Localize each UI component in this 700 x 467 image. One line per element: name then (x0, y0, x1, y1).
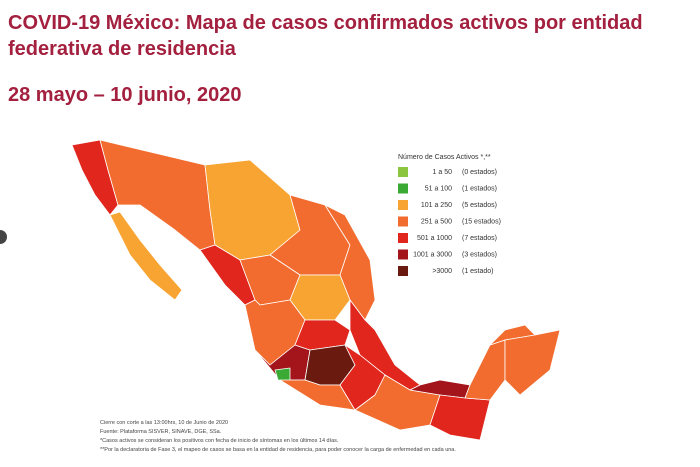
legend-swatch (398, 183, 408, 194)
legend-count: (7 estados) (462, 235, 497, 242)
legend-count: (0 estados) (462, 169, 497, 176)
legend-swatch (398, 200, 408, 210)
legend-swatch (398, 216, 408, 227)
legend-swatch (398, 249, 408, 260)
title: COVID-19 México: Mapa de casos confirmad… (8, 12, 643, 60)
legend: Número de Casos Activos *,** 1 a 50 (0 es… (398, 154, 501, 276)
legend-range: 251 a 500 (421, 218, 452, 225)
legend-count: (3 estados) (462, 251, 497, 258)
legend-range: 501 a 1000 (417, 235, 452, 242)
footnote: Fuente: Plataforma SISVER, SINAVE, DGE, … (100, 429, 222, 435)
legend-title: Número de Casos Activos *,** (398, 154, 491, 161)
legend-count: (15 estados) (462, 218, 501, 225)
footnote: *Casos activos se consideran los positiv… (100, 438, 339, 444)
nav-handle[interactable] (0, 230, 7, 244)
footnotes: Cierre con corte a las 13:00hrs, 10 de J… (100, 420, 456, 453)
legend-range: 1001 a 3000 (413, 251, 452, 258)
legend-range: >3000 (432, 268, 452, 275)
legend-range: 101 a 250 (421, 202, 452, 209)
legend-swatch (398, 266, 408, 276)
map (71, 139, 561, 441)
legend-swatch (398, 167, 408, 177)
legend-count: (1 estado) (462, 268, 494, 275)
legend-range: 1 a 50 (433, 169, 453, 176)
footnote: **Por la declaratoria de Fase 3, el mape… (100, 447, 456, 453)
legend-count: (5 estados) (462, 202, 497, 209)
legend-swatch (398, 233, 408, 243)
footnote: Cierre con corte a las 13:00hrs, 10 de J… (100, 420, 228, 426)
legend-count: (1 estados) (462, 185, 497, 192)
subtitle: 28 mayo – 10 junio, 2020 (8, 84, 242, 106)
legend-range: 51 a 100 (425, 185, 452, 192)
